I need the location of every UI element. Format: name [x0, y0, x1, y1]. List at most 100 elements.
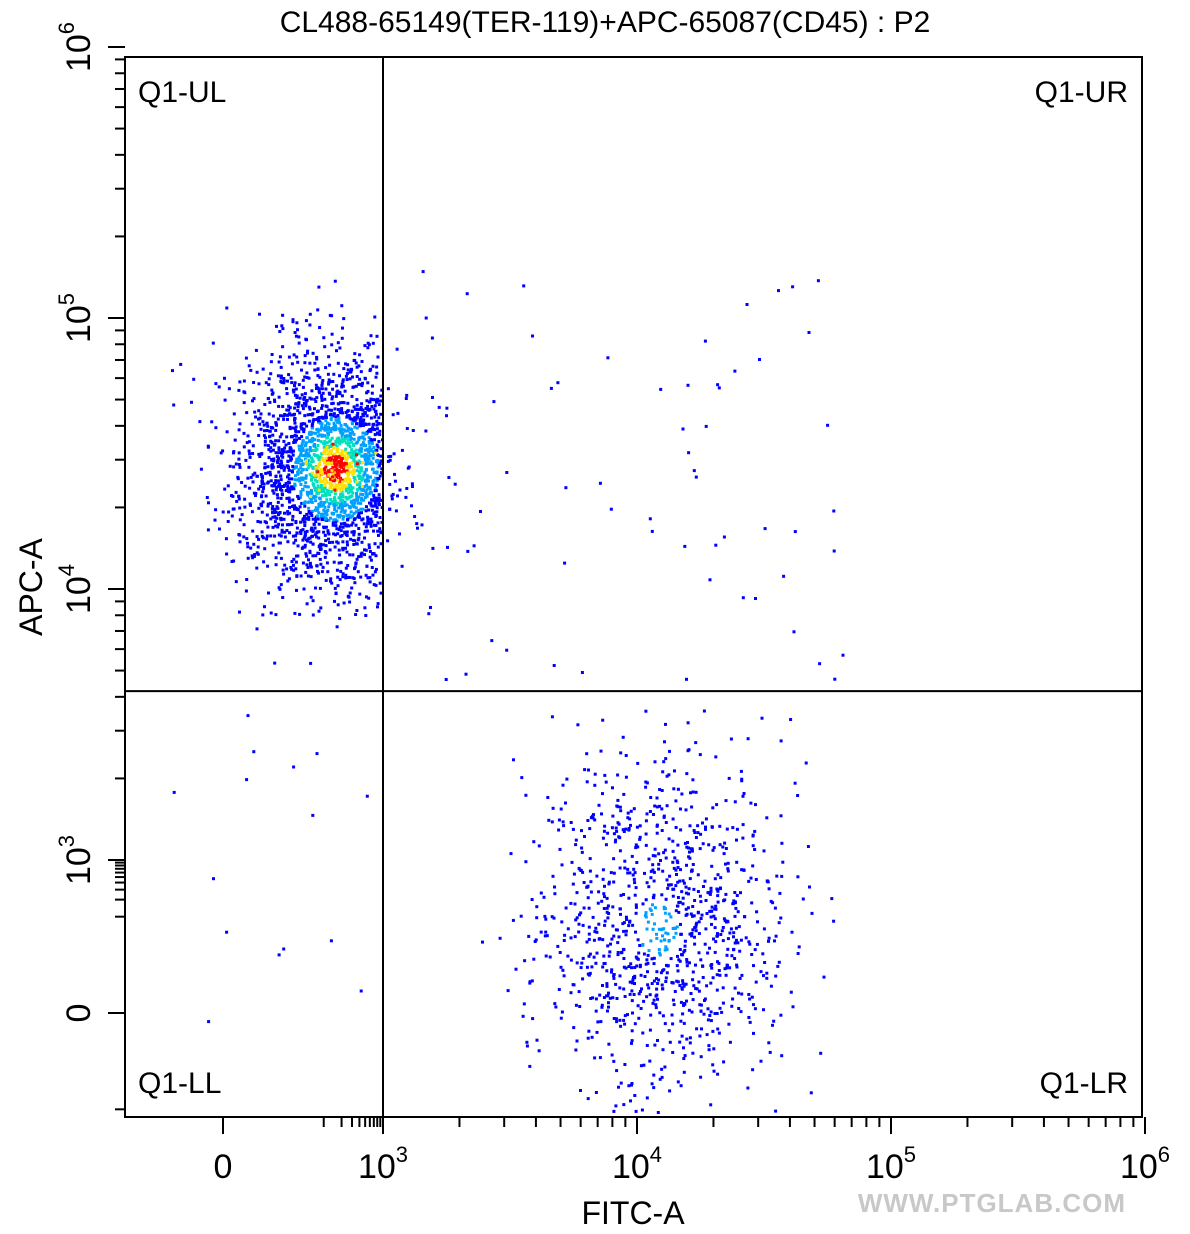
event-dot [479, 510, 482, 513]
event-dot [405, 393, 409, 397]
event-dot [278, 355, 282, 359]
event-dot [286, 510, 290, 514]
event-dot [351, 453, 355, 457]
event-dot [263, 520, 267, 524]
event-dot [749, 801, 753, 805]
event-dot [327, 456, 331, 460]
event-dot [271, 433, 275, 437]
event-dot [302, 401, 306, 405]
event-dot [676, 1080, 680, 1084]
event-dot [333, 279, 337, 283]
event-dot [368, 369, 372, 373]
event-dot [623, 995, 627, 998]
event-dot [275, 423, 278, 427]
event-dot [362, 473, 366, 477]
event-dot [301, 545, 305, 549]
event-dot [670, 981, 674, 984]
event-dot [291, 453, 295, 457]
event-dot [681, 979, 685, 983]
event-dot [372, 446, 376, 449]
quadrant-label-ll: Q1-LL [138, 1067, 221, 1100]
event-dot [276, 465, 280, 469]
event-dot [660, 893, 664, 897]
event-dot [535, 916, 539, 920]
event-dot [612, 976, 616, 980]
event-dot [327, 473, 331, 477]
event-dot [680, 1034, 684, 1038]
event-dot [607, 954, 611, 958]
event-dot [321, 480, 325, 484]
event-dot [280, 517, 284, 521]
event-dot [276, 479, 280, 483]
event-dot [754, 980, 758, 984]
event-dot [275, 455, 279, 459]
event-dot [632, 993, 636, 996]
event-dot [287, 473, 291, 477]
event-dot [366, 346, 370, 350]
event-dot [359, 501, 363, 505]
event-dot [258, 312, 261, 316]
event-dot [761, 952, 765, 956]
event-dot [391, 492, 395, 496]
event-dot [523, 959, 527, 963]
event-dot [244, 458, 248, 462]
event-dot [715, 1012, 719, 1015]
event-dot [347, 463, 351, 467]
event-dot [335, 568, 339, 572]
event-dot [292, 765, 296, 769]
event-dot [606, 831, 610, 835]
event-dot [343, 504, 347, 508]
event-dot [276, 506, 280, 510]
event-dot [715, 803, 719, 807]
event-dot [410, 504, 413, 508]
event-dot [539, 891, 543, 895]
event-dot [339, 529, 343, 533]
event-dot [348, 377, 352, 381]
event-dot [352, 505, 356, 509]
event-dot [532, 840, 536, 844]
x-tick-label-exponent: 5 [904, 1142, 916, 1167]
event-dot [339, 431, 343, 435]
event-dot [332, 560, 336, 564]
event-dot [316, 517, 320, 521]
event-dot [359, 492, 363, 496]
event-dot [364, 509, 368, 513]
event-dot [708, 891, 712, 895]
event-dot [660, 983, 664, 987]
event-dot [661, 869, 665, 873]
event-dot [609, 507, 613, 511]
event-dot [692, 887, 696, 891]
event-dot [595, 1030, 599, 1034]
event-dot [574, 838, 578, 842]
event-dot [375, 483, 379, 487]
event-dot [729, 927, 733, 931]
event-dot [698, 847, 702, 851]
event-dot [718, 824, 722, 828]
event-dot [595, 951, 599, 955]
event-dot [260, 530, 264, 534]
event-dot [361, 435, 365, 439]
event-dot [324, 387, 328, 391]
event-dot [588, 869, 592, 873]
event-dot [311, 471, 315, 475]
event-dot [364, 483, 368, 487]
event-dot [651, 1001, 655, 1005]
event-dot [693, 831, 697, 834]
event-dot [368, 576, 372, 580]
event-dot [367, 596, 371, 600]
event-dot [257, 434, 261, 437]
event-dot [709, 889, 713, 893]
event-dot [307, 517, 311, 521]
event-dot [352, 577, 356, 580]
event-dot [723, 967, 727, 971]
event-dot [342, 469, 346, 473]
event-dot [282, 379, 286, 383]
event-dot [522, 1002, 526, 1006]
event-dot [587, 973, 591, 977]
event-dot [685, 772, 689, 776]
event-dot [338, 480, 342, 484]
event-dot [627, 924, 631, 928]
event-dot [699, 958, 703, 962]
event-dot [309, 595, 313, 599]
event-dot [777, 289, 780, 293]
